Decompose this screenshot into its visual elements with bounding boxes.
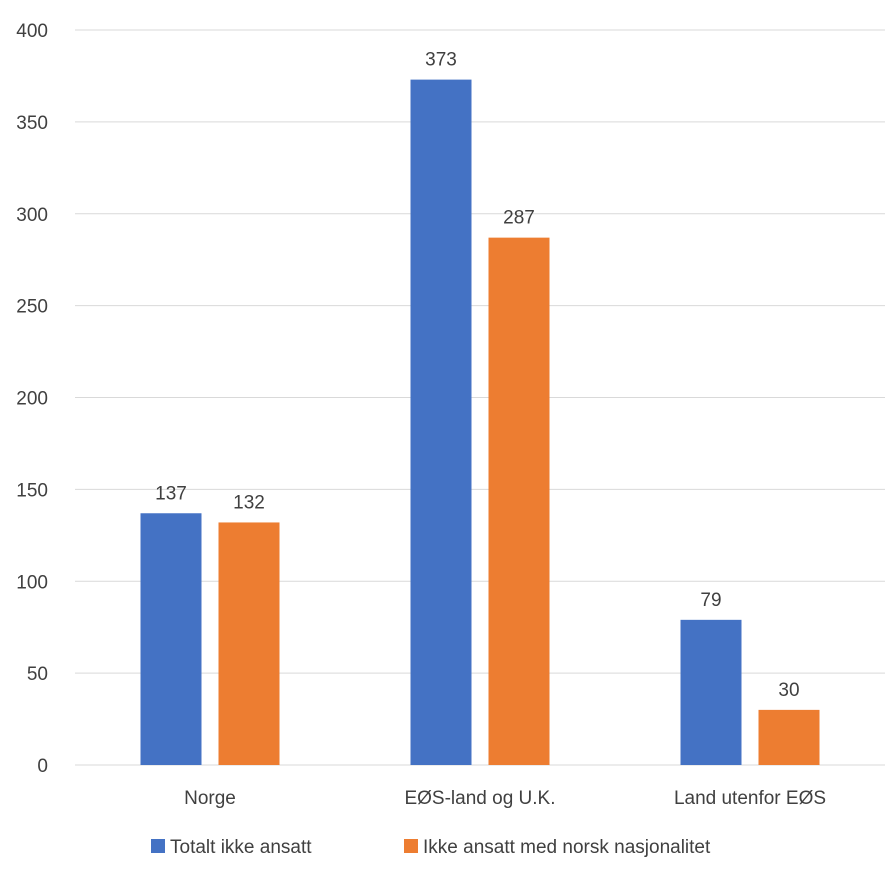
y-tick-label: 50 — [27, 664, 48, 685]
legend-swatch — [151, 839, 165, 853]
legend-swatch — [404, 839, 418, 853]
category-label: Land utenfor EØS — [674, 788, 826, 809]
data-labels: 137 132 373 287 79 30 — [155, 50, 799, 701]
gridlines — [75, 29, 885, 766]
data-label: 30 — [778, 680, 799, 701]
y-axis-ticks: 0 50 100 150 200 250 300 350 400 — [16, 21, 48, 777]
x-axis-categories: Norge EØS-land og U.K. Land utenfor EØS — [184, 788, 826, 809]
data-label: 373 — [425, 50, 457, 71]
data-label: 79 — [700, 590, 721, 611]
bar-norsk-0 — [218, 522, 280, 765]
y-tick-label: 250 — [16, 297, 48, 318]
legend-label: Ikke ansatt med norsk nasjonalitet — [423, 837, 711, 858]
y-tick-label: 300 — [16, 205, 48, 226]
legend: Totalt ikke ansatt Ikke ansatt med norsk … — [151, 837, 711, 858]
data-label: 137 — [155, 483, 187, 504]
legend-label: Totalt ikke ansatt — [170, 837, 312, 858]
data-label: 132 — [233, 492, 265, 513]
bar-total-0 — [140, 513, 202, 765]
bars — [140, 79, 820, 766]
y-tick-label: 150 — [16, 480, 48, 501]
y-tick-label: 100 — [16, 572, 48, 593]
category-label: EØS-land og U.K. — [404, 788, 555, 809]
bar-total-1 — [410, 79, 472, 766]
y-tick-label: 0 — [37, 756, 48, 777]
bar-norsk-1 — [488, 237, 550, 765]
data-label: 287 — [503, 208, 535, 229]
bar-total-2 — [680, 619, 742, 765]
y-tick-label: 200 — [16, 389, 48, 410]
y-tick-label: 350 — [16, 113, 48, 134]
y-tick-label: 400 — [16, 21, 48, 42]
category-label: Norge — [184, 788, 236, 809]
bar-norsk-2 — [758, 709, 820, 765]
